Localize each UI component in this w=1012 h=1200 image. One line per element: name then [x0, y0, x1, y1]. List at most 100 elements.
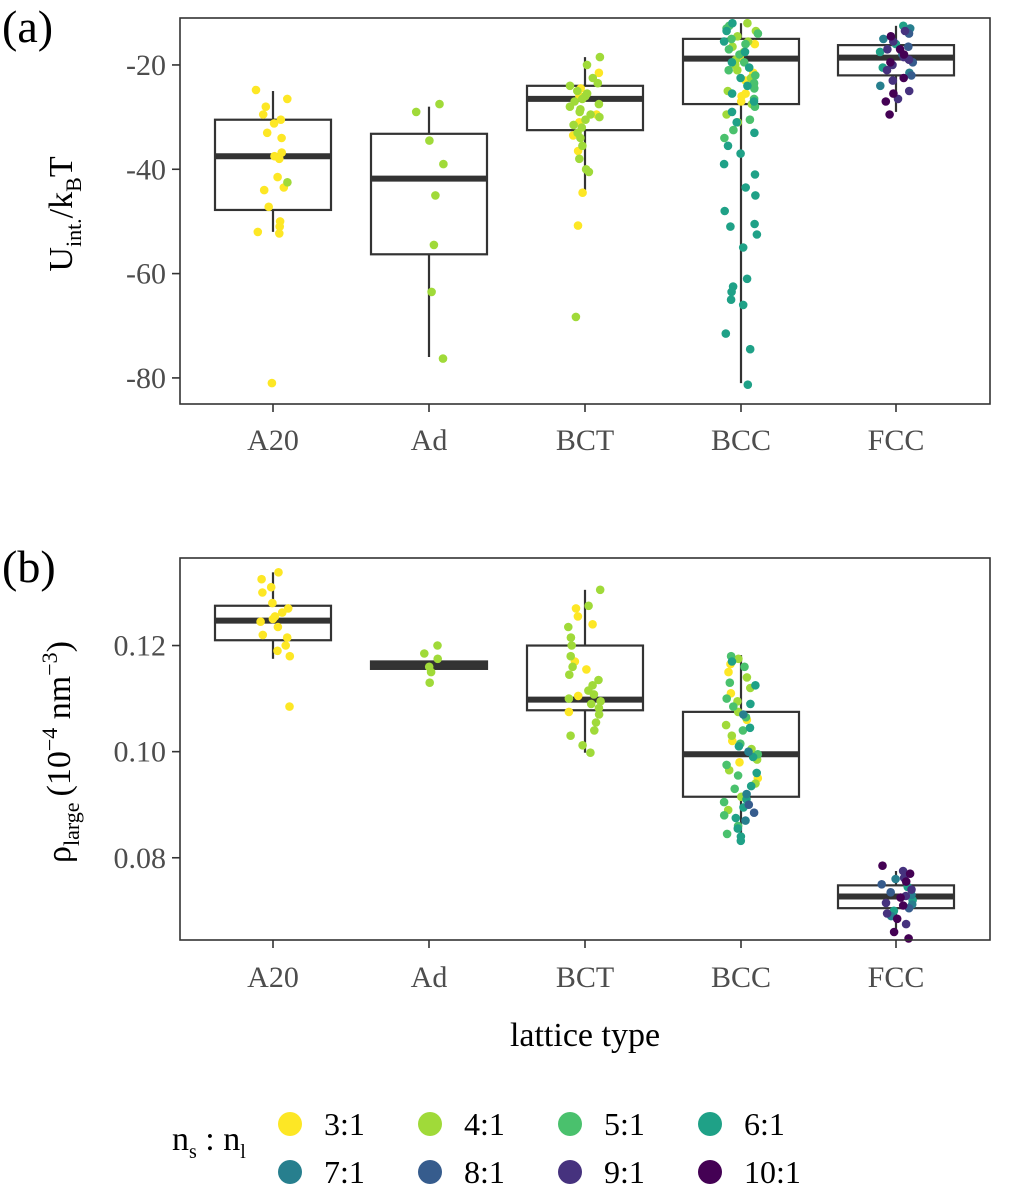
- panel-b-data-point: [729, 702, 738, 711]
- panel-a-ylabel-main: U: [43, 247, 80, 272]
- panel-a-data-point: [888, 76, 898, 85]
- panel-a-x-tick-label: BCC: [711, 424, 771, 457]
- panel-a-data-point: [744, 63, 754, 72]
- panel-a-data-point: [595, 52, 605, 62]
- panel-a-y-tick-label: -20: [126, 49, 166, 82]
- panel-a-data-point: [749, 97, 759, 106]
- panel-a-data-point: [261, 102, 271, 111]
- panel-b-data-point: [582, 665, 591, 674]
- panel-a-data-point: [727, 287, 736, 297]
- panel-a-data-point: [742, 274, 752, 284]
- panel-b-data-point: [425, 678, 435, 687]
- panel-b-data-point: [424, 662, 434, 672]
- panel-b-data-point: [588, 620, 597, 629]
- panel-a-data-point: [907, 71, 916, 80]
- panel-a-data-point: [277, 133, 286, 143]
- panel-a-data-point: [876, 81, 885, 91]
- panel-b-data-point: [594, 675, 603, 685]
- panel-a-data-point: [275, 154, 284, 164]
- panel-b-data-point: [752, 768, 761, 778]
- panel-a-data-point: [729, 125, 738, 135]
- panel-a: (a) Uint./kBT -20 -40 -60 -80 A20 Ad BCT BCC FC…: [2, 1, 991, 457]
- panel-b-data-point: [566, 731, 575, 740]
- panel-b-data-point: [878, 861, 887, 870]
- panel-b-data-point: [719, 797, 729, 807]
- panel-a-y-tick-label: -60: [126, 258, 166, 291]
- panel-b-data-point: [564, 694, 574, 703]
- panel-a-data-point: [573, 86, 582, 96]
- panel-b-data-point: [735, 758, 744, 767]
- legend: ns : nl 3:1 4:1 5:1 6:17:1 8:1 9:1 10:1: [172, 1106, 801, 1190]
- panel-a-data-point: [745, 344, 755, 354]
- panel-b-data-point: [586, 748, 595, 757]
- panel-b-box: [525, 644, 645, 712]
- legend-label: 5:1: [604, 1106, 645, 1142]
- legend-label: 6:1: [744, 1106, 785, 1142]
- panel-b-data-point: [744, 747, 753, 756]
- panel-b-data-point: [882, 909, 892, 918]
- panel-a-data-point: [719, 37, 729, 46]
- panel-a-data-point: [594, 68, 604, 78]
- panel-a-ylabel-sub2: B: [61, 177, 86, 192]
- panel-b-data-point: [277, 608, 287, 617]
- legend-title-sub2: l: [240, 1141, 246, 1163]
- panel-a-data-point: [875, 47, 885, 57]
- panel-a-data-point: [727, 34, 736, 44]
- legend-label: 4:1: [464, 1106, 505, 1142]
- panel-b-data-point: [564, 622, 573, 632]
- panel-a-data-point: [425, 136, 434, 145]
- panel-a-data-point: [879, 34, 888, 44]
- panel-a-data-point: [743, 18, 752, 28]
- panel-a-data-point: [565, 102, 575, 111]
- panel-b-data-point: [568, 662, 577, 672]
- panel-b-y-tick-label: 0.08: [114, 842, 167, 875]
- panel-a-data-point: [750, 39, 760, 49]
- panel-a-data-point: [726, 222, 735, 231]
- panel-b-data-point: [566, 651, 575, 661]
- panel-a-data-point: [724, 65, 733, 75]
- panel-a-data-point: [751, 71, 760, 80]
- panel-b-data-point: [742, 673, 752, 682]
- panel-a-data-point: [275, 229, 284, 238]
- panel-a-data-point: [267, 378, 277, 388]
- panel-a-data-point: [259, 185, 269, 195]
- panel-a-data-point: [262, 128, 272, 138]
- panel-a-data-point: [883, 45, 892, 54]
- legend-swatch: [418, 1160, 442, 1184]
- panel-b-data-point: [281, 641, 291, 650]
- panel-a-y-tick-label: -80: [126, 362, 166, 395]
- panel-a-data-point: [720, 133, 729, 143]
- panel-a-ylabel-tail: T: [43, 156, 80, 177]
- legend-swatch: [278, 1160, 302, 1184]
- panel-a-plot-frame: [179, 17, 991, 405]
- panel-b-data-point: [564, 707, 574, 717]
- panel-b-y-ticks: 0.12 0.10 0.08: [114, 630, 180, 875]
- panel-b-points: [256, 568, 917, 943]
- legend-items: 3:1 4:1 5:1 6:1 7:1 8:1 9:1 10:1: [278, 1106, 801, 1190]
- panel-a-data-point: [886, 58, 895, 67]
- panel-a-x-tick-label: Ad: [411, 424, 448, 457]
- panel-a-data-point: [411, 107, 421, 117]
- panel-a-data-point: [750, 128, 759, 138]
- panel-b-x-axis-title: lattice type: [510, 1017, 660, 1054]
- legend-swatch: [698, 1112, 722, 1136]
- panel-b-data-point: [584, 601, 593, 611]
- panel-b-data-point: [594, 703, 604, 713]
- panel-b-x-tick-label: BCC: [711, 961, 771, 994]
- panel-a-ylabel-main2: k: [43, 192, 80, 209]
- panel-a-data-point: [886, 32, 896, 41]
- panel-b-data-point: [733, 771, 743, 780]
- panel-a-data-point: [881, 97, 891, 106]
- panel-b-data-point: [889, 927, 899, 937]
- panel-b-data-point: [257, 574, 266, 584]
- panel-a-data-point: [736, 97, 746, 106]
- legend-title-sep: :: [197, 1121, 223, 1158]
- panel-b-ylabel-close: ): [41, 641, 78, 652]
- legend-swatch: [698, 1160, 722, 1184]
- panel-a-data-point: [738, 243, 748, 252]
- panel-a-data-point: [269, 119, 279, 128]
- panel-b-label: (b): [2, 541, 56, 592]
- panel-a-data-point: [899, 73, 908, 83]
- panel-a-data-point: [569, 120, 578, 130]
- panel-b-data-point: [591, 718, 601, 727]
